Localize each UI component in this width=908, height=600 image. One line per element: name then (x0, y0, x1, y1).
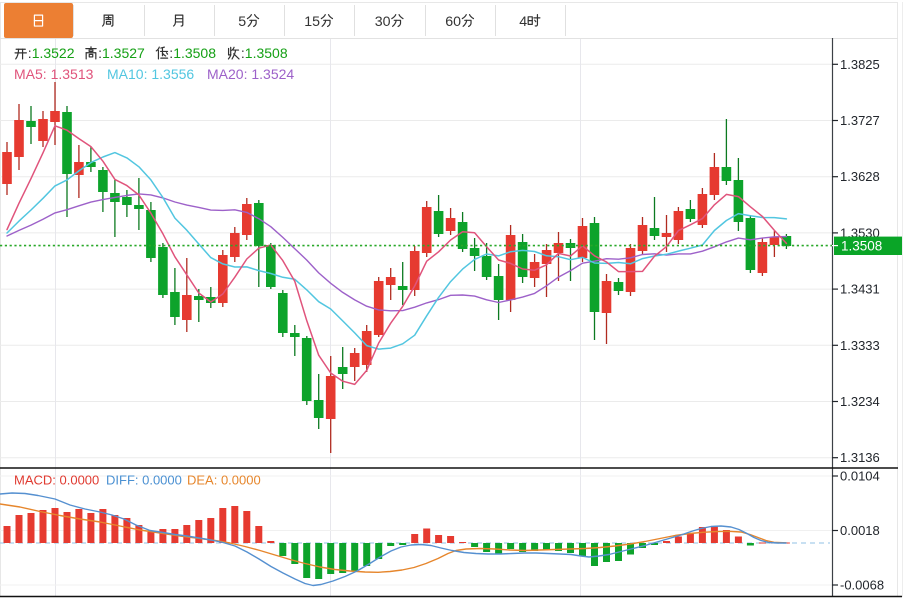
svg-text:60: 60 (445, 14, 461, 30)
svg-text:1.3136: 1.3136 (840, 450, 880, 465)
svg-text:MACD: 0.0000: MACD: 0.0000 (14, 473, 99, 488)
svg-text:DIFF: 0.0000: DIFF: 0.0000 (106, 473, 182, 488)
svg-text:0.0104: 0.0104 (840, 469, 880, 484)
svg-text::1.3522: :1.3522 (28, 45, 75, 61)
svg-text::1.3508: :1.3508 (241, 45, 288, 61)
svg-text:1.3234: 1.3234 (840, 394, 880, 409)
svg-text:MA10: 1.3556: MA10: 1.3556 (107, 66, 194, 82)
svg-text:4: 4 (519, 14, 527, 30)
svg-text:1.3431: 1.3431 (840, 282, 880, 297)
svg-text:5: 5 (238, 14, 246, 30)
svg-text:MA20: 1.3524: MA20: 1.3524 (207, 66, 294, 82)
svg-text:30: 30 (375, 14, 391, 30)
svg-text:1.3333: 1.3333 (840, 338, 880, 353)
svg-text:1.3727: 1.3727 (840, 113, 880, 128)
svg-text:1.3825: 1.3825 (840, 57, 880, 72)
svg-text:15: 15 (304, 14, 320, 30)
svg-text:-0.0068: -0.0068 (840, 578, 884, 593)
svg-text:1.3508: 1.3508 (841, 239, 882, 254)
svg-text:0.0018: 0.0018 (840, 523, 880, 538)
svg-text::1.3508: :1.3508 (169, 45, 216, 61)
svg-text:MA5: 1.3513: MA5: 1.3513 (14, 66, 94, 82)
svg-text:DEA: 0.0000: DEA: 0.0000 (187, 473, 261, 488)
svg-text::1.3527: :1.3527 (98, 45, 145, 61)
svg-text:1.3628: 1.3628 (840, 169, 880, 184)
